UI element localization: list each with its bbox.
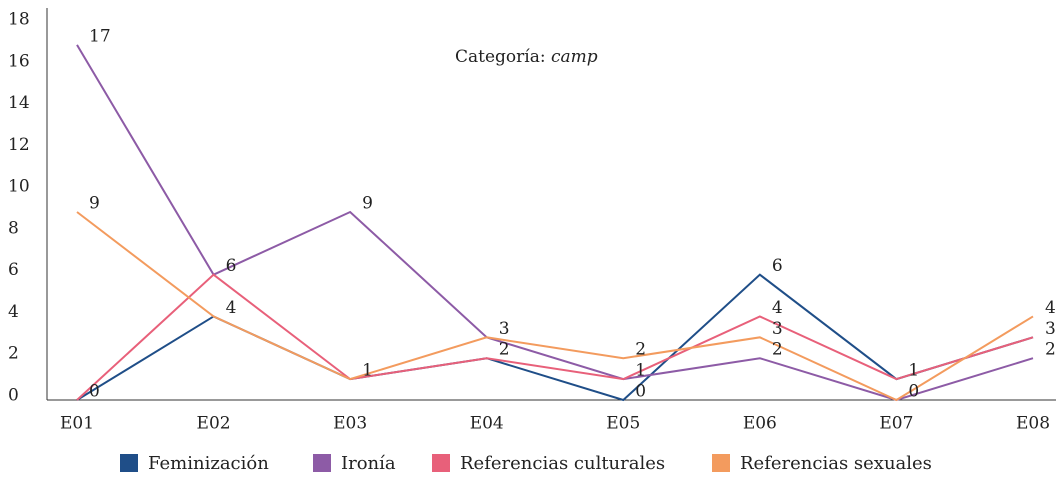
legend-label: Referencias sexuales (740, 453, 932, 474)
data-label: 9 (89, 194, 100, 214)
data-label: 1 (362, 361, 373, 381)
x-tick-label: E04 (470, 414, 504, 434)
x-tick-label: E05 (606, 414, 640, 434)
data-label: 6 (226, 256, 237, 276)
data-label: 2 (772, 340, 783, 360)
x-tick-label: E07 (879, 414, 913, 434)
data-label: 4 (226, 298, 237, 318)
y-tick-label: 16 (8, 51, 30, 71)
x-tick-label: E08 (1016, 414, 1050, 434)
y-tick-label: 4 (8, 302, 19, 322)
data-label: 9 (362, 194, 373, 214)
y-tick-label: 18 (8, 10, 30, 30)
series-line (76, 44, 1034, 402)
chart-title: Categoría: camp (455, 47, 598, 67)
series-line (76, 211, 1034, 402)
y-tick-label: 2 (8, 344, 19, 364)
title-text: Categoría: (455, 47, 546, 67)
y-tick-label: 14 (8, 93, 30, 113)
y-tick-label: 12 (8, 135, 30, 155)
data-label: 2 (499, 340, 510, 360)
data-label: 0 (635, 382, 646, 402)
series-line (76, 273, 1034, 402)
legend-swatch (313, 454, 331, 472)
data-label: 3 (1045, 319, 1056, 339)
x-tick-label: E02 (197, 414, 231, 434)
data-label: 2 (635, 340, 646, 360)
data-label: 17 (89, 26, 111, 46)
y-tick-label: 0 (8, 386, 19, 406)
legend-swatch (120, 454, 138, 472)
legend-swatch (712, 454, 730, 472)
legend-swatch (432, 454, 450, 472)
y-tick-label: 8 (8, 218, 19, 238)
data-label: 4 (772, 298, 783, 318)
series-line (76, 273, 1034, 401)
data-label: 0 (89, 382, 100, 402)
legend-label: Referencias culturales (460, 453, 665, 474)
data-label: 1 (635, 361, 646, 381)
data-label: 1 (908, 361, 919, 381)
x-tick-label: E06 (743, 414, 777, 434)
data-label: 2 (1045, 340, 1056, 360)
y-tick-label: 6 (8, 260, 19, 280)
data-label: 3 (772, 319, 783, 339)
y-tick-label: 10 (8, 177, 30, 197)
title-italic: camp (551, 47, 598, 67)
data-label: 6 (772, 256, 783, 276)
legend-label: Ironía (341, 453, 396, 474)
x-tick-label: E03 (333, 414, 367, 434)
data-label: 0 (908, 382, 919, 402)
legend-label: Feminización (148, 453, 269, 474)
data-label: 3 (499, 319, 510, 339)
x-tick-label: E01 (60, 414, 94, 434)
data-label: 4 (1045, 298, 1056, 318)
